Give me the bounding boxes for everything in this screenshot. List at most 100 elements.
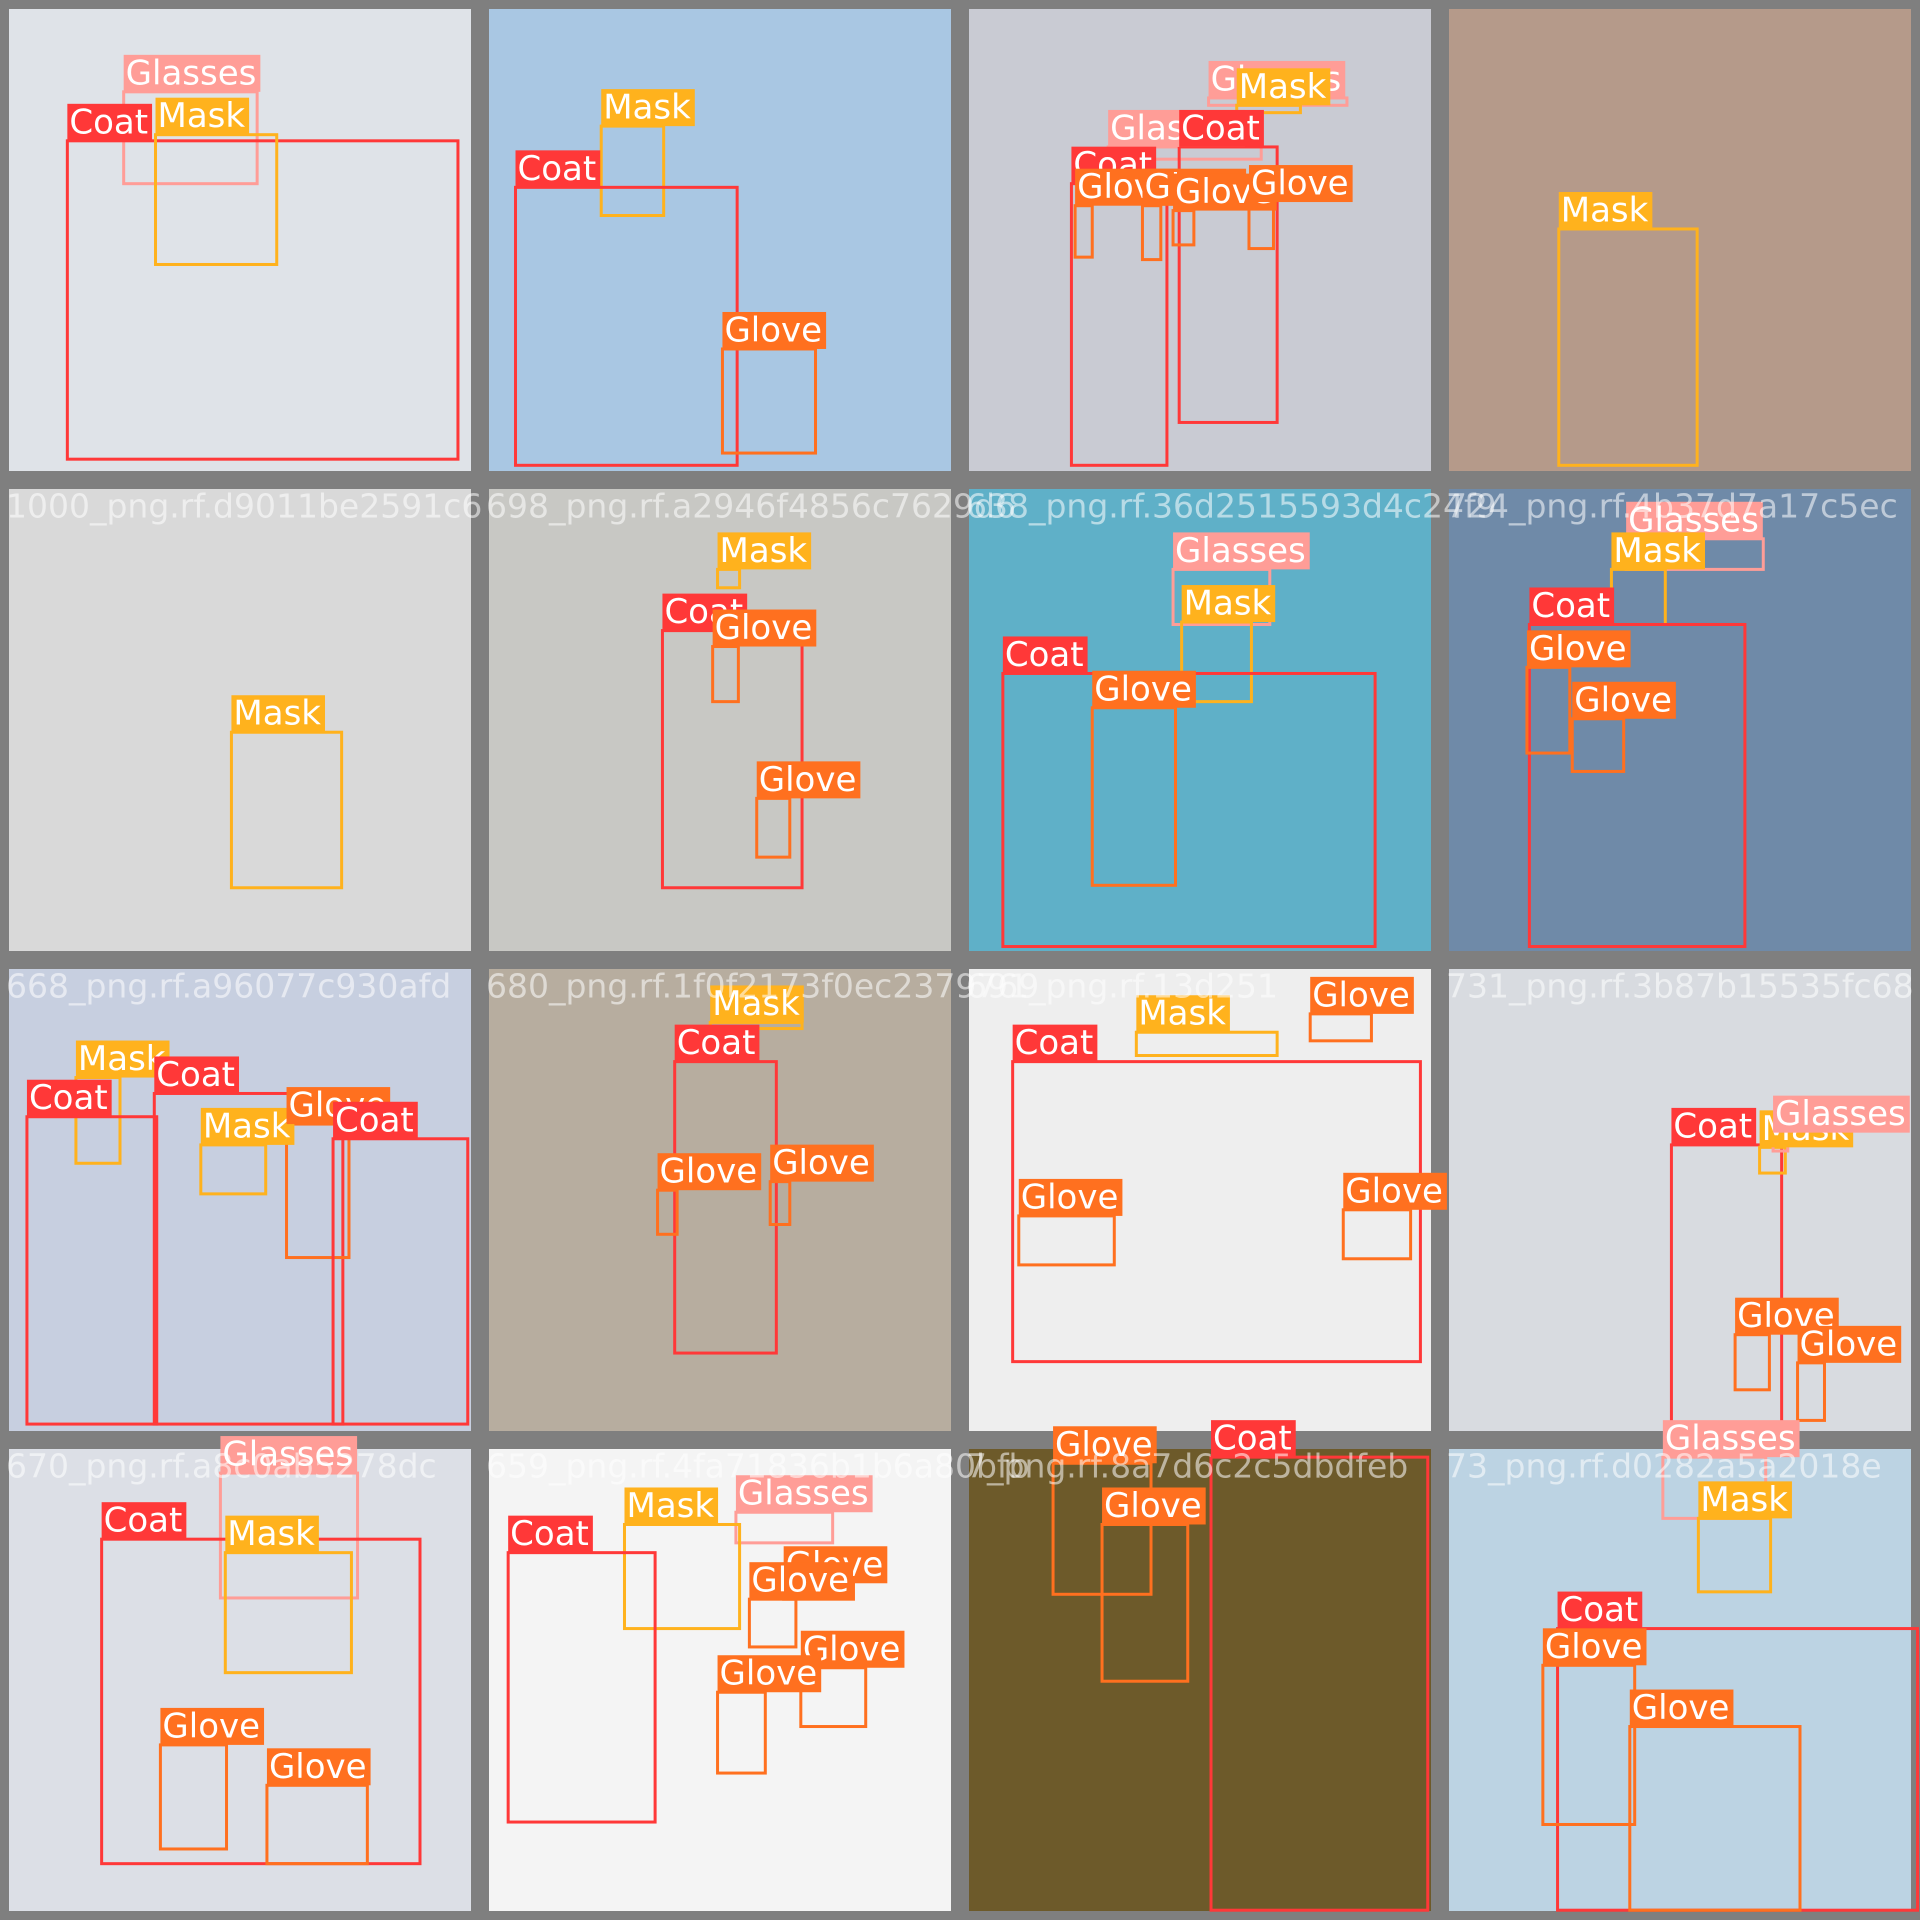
label-background	[717, 532, 812, 570]
box-label: Glove	[1055, 1425, 1153, 1465]
label-background	[1211, 1420, 1296, 1458]
file-caption: 731_png.rf.3b87b15535fc68	[1446, 967, 1914, 1006]
label-background	[1558, 191, 1653, 229]
box-label: Coat	[1213, 1419, 1292, 1459]
label-background	[749, 1562, 854, 1600]
box-label: Mask	[1184, 584, 1272, 624]
box-label: Mask	[1561, 190, 1649, 230]
file-caption: 668_png.rf.a96077c930afd	[6, 967, 451, 1006]
box-label: Mask	[233, 694, 321, 734]
label-background	[333, 1101, 418, 1139]
box-label: Coat	[1531, 586, 1610, 626]
tile-image	[969, 9, 1431, 471]
box-label: Glove	[1251, 164, 1349, 204]
file-caption: 73_png.rf.d0282a5a2018e	[1446, 1447, 1882, 1486]
box-label: Glasses	[1175, 531, 1306, 571]
box-label: Glove	[660, 1152, 758, 1192]
label-background	[756, 761, 861, 799]
box-label: Coat	[510, 1514, 589, 1554]
label-background	[1136, 995, 1230, 1033]
box-label: Mask	[1613, 531, 1701, 571]
box-label: Glove	[1800, 1324, 1898, 1364]
box-label: Glove	[724, 310, 822, 350]
box-label: Coat	[156, 1055, 235, 1095]
box-label: Mask	[603, 88, 691, 128]
label-background	[1236, 68, 1331, 106]
file-caption: 724_png.rf.4b37d7a17c5ec	[1446, 487, 1898, 526]
label-background	[515, 150, 601, 188]
label-background	[101, 1502, 187, 1540]
label-background	[75, 1040, 170, 1078]
file-caption: 691_png.rf.13d251	[966, 967, 1278, 1006]
box-label: Coat	[1560, 1590, 1639, 1630]
box-label: Mask	[203, 1106, 291, 1146]
label-background	[1698, 1481, 1792, 1519]
tile-image	[1449, 9, 1911, 471]
box-label: Glove	[751, 1561, 849, 1601]
box-label: Coat	[69, 102, 148, 142]
file-caption: 659_png.rf.4fa71836b1b6a80bfb	[486, 1447, 1030, 1486]
bounding-box	[1011, 1060, 1422, 1364]
tile-image	[969, 1449, 1431, 1911]
label-background	[200, 1107, 295, 1145]
label-background	[722, 311, 827, 349]
label-background	[1181, 585, 1276, 623]
box-label: Glove	[720, 1654, 818, 1694]
box-label: Glove	[1021, 1177, 1119, 1217]
label-background	[1002, 636, 1088, 674]
label-background	[1611, 532, 1706, 570]
label-background	[1018, 1178, 1123, 1216]
label-background	[154, 1056, 240, 1094]
file-caption: 680_png.rf.1f0f2173f0ec2379769	[486, 967, 1039, 1006]
label-background	[508, 1515, 593, 1553]
box-label: Glove	[1094, 669, 1192, 709]
box-label: Coat	[677, 1023, 756, 1063]
box-label: Coat	[518, 149, 597, 189]
box-label: Mask	[1138, 994, 1226, 1034]
box-label: Coat	[1673, 1106, 1752, 1146]
box-label: Glove	[1529, 629, 1627, 669]
label-background	[1529, 587, 1615, 625]
label-background	[1773, 1095, 1910, 1133]
label-background	[1542, 1628, 1647, 1666]
label-background	[1343, 1172, 1447, 1210]
label-background	[1092, 670, 1196, 708]
label-background	[624, 1487, 719, 1525]
box-label: Mask	[158, 96, 246, 136]
label-background	[1012, 1024, 1098, 1062]
box-label: Glasses	[1665, 1419, 1796, 1459]
label-background	[1629, 1689, 1734, 1727]
label-background	[710, 985, 804, 1023]
label-background	[735, 1475, 873, 1513]
tile-image	[1449, 1449, 1911, 1911]
file-caption: 670_png.rf.a8c0ab5278dc	[6, 1447, 437, 1486]
label-background	[601, 89, 695, 127]
box-label: Mask	[720, 531, 808, 571]
label-background	[1526, 630, 1631, 668]
box-label: Glove	[715, 608, 813, 648]
box-label: Coat	[335, 1100, 414, 1140]
box-label: Glove	[759, 760, 857, 800]
box-label: Coat	[1015, 1023, 1094, 1063]
box-label: Coat	[1181, 108, 1260, 148]
label-background	[160, 1707, 265, 1745]
label-background	[225, 1515, 319, 1553]
label-background	[1173, 532, 1310, 570]
label-background	[155, 97, 250, 135]
label-background	[1179, 109, 1264, 147]
box-label: Glove	[772, 1143, 870, 1183]
label-background	[674, 1024, 760, 1062]
box-label: Glasses	[738, 1474, 869, 1514]
box-label: Glove	[1632, 1688, 1730, 1728]
label-background	[1248, 165, 1353, 203]
bounding-box	[1527, 622, 1747, 949]
file-caption: 638_png.rf.36d2515593d4c24f9	[966, 487, 1497, 526]
bounding-box	[65, 139, 460, 461]
box-label: Coat	[1005, 635, 1084, 675]
label-background	[1797, 1325, 1902, 1363]
label-background	[1662, 1420, 1800, 1458]
box-label: Mask	[626, 1486, 714, 1526]
label-background	[1102, 1487, 1206, 1525]
